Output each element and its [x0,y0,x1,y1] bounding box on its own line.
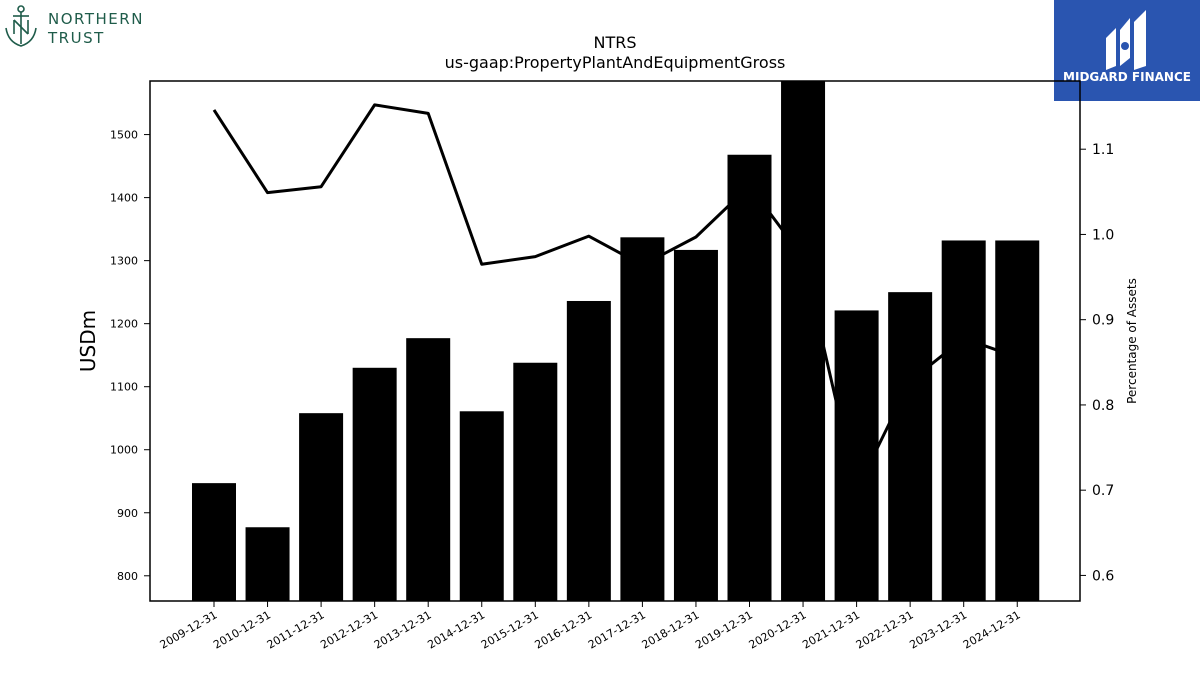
x-tick-label: 2011-12-31 [265,608,327,651]
bar [192,483,236,601]
bar [566,300,611,601]
x-tick-label: 2017-12-31 [586,608,648,651]
y2-tick-label: 1.1 [1092,142,1114,158]
y-tick-label: 1200 [110,318,138,331]
chart-title: NTRS [593,33,636,52]
bar [995,240,1040,601]
bar [406,338,451,601]
bar [673,249,718,602]
plot-frame [149,80,1081,602]
y-tick-label: 800 [117,570,138,583]
y2-tick-label: 1.0 [1092,227,1114,243]
bar [620,237,665,601]
percentage-line [212,103,1018,492]
chart-subtitle: us-gaap:PropertyPlantAndEquipmentGross [445,53,786,72]
bar [941,240,986,601]
y-tick-label: 1100 [110,381,138,394]
x-tick-label: 2012-12-31 [318,608,380,651]
midgard-finance-logo: MIDGARD FINANCE [1054,0,1200,101]
y-tick-label: 900 [117,507,138,520]
y-axis-left: 800 900 1000 1100 1200 1300 1400 1500 [110,129,150,583]
x-tick-label: 2019-12-31 [693,608,755,651]
midgard-finance-logo-graphic: MIDGARD FINANCE [1063,10,1191,84]
logo-text-trust: TRUST [47,29,105,47]
y2-tick-label: 0.9 [1092,313,1114,329]
x-tick-label: 2024-12-31 [961,608,1023,651]
y2-tick-label: 0.6 [1092,568,1114,584]
y-axis-right: 0.6 0.7 0.8 0.9 1.0 1.1 [1080,142,1114,584]
x-axis: 2009-12-312010-12-312011-12-312012-12-31… [158,601,1023,652]
bar [781,81,826,601]
x-tick-label: 2016-12-31 [532,608,594,651]
bar [459,411,504,601]
logo-text-northern: NORTHERN [48,10,144,28]
y-axis-label: USDm [76,310,100,372]
x-tick-label: 2022-12-31 [854,608,916,651]
northern-trust-logo-graphic: NORTHERN TRUST [5,5,144,47]
y-tick-label: 1300 [110,255,138,268]
x-tick-label: 2010-12-31 [211,608,273,651]
x-tick-label: 2015-12-31 [479,608,541,651]
x-tick-label: 2020-12-31 [747,608,809,651]
x-tick-label: 2014-12-31 [425,608,487,651]
line-group [212,103,1018,492]
bars-group [192,81,1040,602]
y-tick-label: 1400 [110,192,138,205]
y2-tick-label: 0.8 [1092,398,1114,414]
bar [834,310,879,601]
y-tick-label: 1000 [110,444,138,457]
bar [513,362,558,601]
y-tick-label: 1500 [110,129,138,142]
logo-text-midgard: MIDGARD FINANCE [1063,70,1191,84]
x-tick-label: 2023-12-31 [907,608,969,651]
x-tick-label: 2013-12-31 [372,608,434,651]
x-tick-label: 2009-12-31 [158,608,220,651]
northern-trust-logo: NORTHERN TRUST [0,0,170,60]
bar [888,292,933,601]
x-tick-label: 2021-12-31 [800,608,862,651]
bar [245,527,290,601]
bar [727,154,772,601]
x-tick-label: 2018-12-31 [640,608,702,651]
y2-tick-label: 0.7 [1092,483,1114,499]
bar [352,367,397,601]
bar [299,413,344,601]
y2-axis-label: Percentage of Assets [1125,278,1139,404]
